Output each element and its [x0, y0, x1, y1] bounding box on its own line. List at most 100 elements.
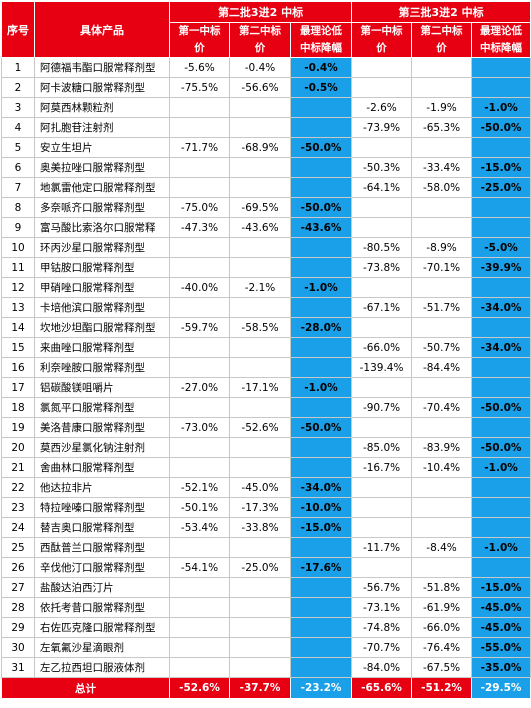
batch3-max-diff: -25.0% — [471, 177, 531, 198]
row-number: 19 — [1, 417, 35, 438]
batch3-first-bid: -80.5% — [351, 237, 413, 258]
batch2-second-bid: -17.1% — [229, 377, 291, 398]
product-name: 来曲唑口服常释剂型 — [34, 337, 170, 358]
batch3-first-bid — [351, 477, 413, 498]
batch2-second-bid — [229, 297, 291, 318]
batch2-first-bid — [169, 117, 230, 138]
batch3-max-diff: -50.0% — [471, 117, 531, 138]
batch3-max-diff — [471, 377, 531, 398]
batch3-second-bid: -58.0% — [411, 177, 473, 198]
batch2-second-bid — [229, 457, 291, 478]
batch2-max-diff: -17.6% — [289, 557, 353, 578]
batch2-max-diff — [289, 117, 353, 138]
batch2-second-bid — [229, 437, 291, 458]
total-b3-second: -51.2% — [411, 677, 473, 699]
batch2-first-bid — [169, 637, 230, 658]
product-name: 舍曲林口服常释剂型 — [34, 457, 170, 478]
product-name: 特拉唑嗪口服常释剂型 — [34, 497, 170, 518]
product-name: 右佐匹克隆口服常释剂型 — [34, 617, 170, 638]
batch2-max-diff: -50.0% — [289, 197, 353, 218]
batch2-second-bid: -69.5% — [229, 197, 291, 218]
product-name: 美洛昔康口服常释剂型 — [34, 417, 170, 438]
row-number: 17 — [1, 377, 35, 398]
batch2-max-diff — [289, 237, 353, 258]
batch3-second-bid: -83.9% — [411, 437, 473, 458]
batch3-first-bid — [351, 197, 413, 218]
table-row: 19 美洛昔康口服常释剂型 -73.0% -52.6% -50.0% — [1, 417, 531, 438]
table-row: 17 铝碳酸镁咀嚼片 -27.0% -17.1% -1.0% — [1, 377, 531, 398]
batch2-first-bid: -27.0% — [169, 377, 230, 398]
batch3-first-bid: -73.8% — [351, 257, 413, 278]
batch3-second-bid: -51.7% — [411, 297, 473, 318]
batch2-max-diff — [289, 637, 353, 658]
batch2-second-bid — [229, 637, 291, 658]
table-row: 8 多奈哌齐口服常释剂型 -75.0% -69.5% -50.0% — [1, 197, 531, 218]
batch3-second-bid — [411, 377, 473, 398]
batch3-max-diff — [471, 57, 531, 78]
batch2-first-bid — [169, 357, 230, 378]
batch3-first-bid: -66.0% — [351, 337, 413, 358]
batch2-first-bid — [169, 157, 230, 178]
batch3-first-bid: -74.8% — [351, 617, 413, 638]
batch3-second-bid — [411, 217, 473, 238]
batch2-first-bid — [169, 97, 230, 118]
batch3-first-bid: -70.7% — [351, 637, 413, 658]
batch2-second-bid — [229, 597, 291, 618]
batch3-max-diff — [471, 277, 531, 298]
total-label: 总计 — [1, 677, 170, 699]
batch3-second-bid: -65.3% — [411, 117, 473, 138]
product-name: 坎地沙坦酯口服常释剂型 — [34, 317, 170, 338]
table-row: 25 西酞普兰口服常释剂型 -11.7% -8.4% -1.0% — [1, 537, 531, 558]
batch3-first-bid: -16.7% — [351, 457, 413, 478]
batch3-second-bid — [411, 137, 473, 158]
row-number: 7 — [1, 177, 35, 198]
batch3-second-bid — [411, 277, 473, 298]
batch3-first-bid — [351, 77, 413, 98]
row-number: 8 — [1, 197, 35, 218]
batch3-first-bid: -11.7% — [351, 537, 413, 558]
batch3-second-bid: -70.1% — [411, 257, 473, 278]
batch3-second-bid: -8.9% — [411, 237, 473, 258]
batch3-max-diff: -1.0% — [471, 537, 531, 558]
batch2-second-bid — [229, 157, 291, 178]
product-name: 左乙拉西坦口服液体剂 — [34, 657, 170, 678]
batch2-second-bid: -2.1% — [229, 277, 291, 298]
batch2-max-diff — [289, 577, 353, 598]
row-number: 12 — [1, 277, 35, 298]
batch2-first-bid — [169, 457, 230, 478]
batch3-max-diff: -35.0% — [471, 657, 531, 678]
batch2-max-diff — [289, 157, 353, 178]
batch3-max-diff — [471, 217, 531, 238]
row-number: 18 — [1, 397, 35, 418]
batch3-second-bid: -84.4% — [411, 357, 473, 378]
batch2-max-diff: -1.0% — [289, 277, 353, 298]
batch2-first-bid: -73.0% — [169, 417, 230, 438]
table-row: 5 安立生坦片 -71.7% -68.9% -50.0% — [1, 137, 531, 158]
header-product: 具体产品 — [34, 1, 170, 58]
batch3-first-bid: -139.4% — [351, 357, 413, 378]
product-name: 莫西沙星氯化钠注射剂 — [34, 437, 170, 458]
header-batch2-first-bid: 第一中标价 — [169, 22, 230, 58]
table-row: 15 来曲唑口服常释剂型 -66.0% -50.7% -34.0% — [1, 337, 531, 358]
batch2-second-bid — [229, 537, 291, 558]
batch2-first-bid: -53.4% — [169, 517, 230, 538]
table-row: 20 莫西沙星氯化钠注射剂 -85.0% -83.9% -50.0% — [1, 437, 531, 458]
batch3-first-bid — [351, 417, 413, 438]
table-row: 18 氯氮平口服常释剂型 -90.7% -70.4% -50.0% — [1, 397, 531, 418]
total-b2-first: -52.6% — [169, 677, 230, 699]
product-name: 铝碳酸镁咀嚼片 — [34, 377, 170, 398]
row-number: 31 — [1, 657, 35, 678]
header-batch2-second-bid: 第二中标价 — [229, 22, 291, 58]
batch3-second-bid — [411, 477, 473, 498]
batch3-first-bid — [351, 377, 413, 398]
table-row: 13 卡培他滨口服常释剂型 -67.1% -51.7% -34.0% — [1, 297, 531, 318]
header-seq: 序号 — [1, 1, 35, 58]
row-number: 20 — [1, 437, 35, 458]
product-name: 替吉奥口服常释剂型 — [34, 517, 170, 538]
row-number: 15 — [1, 337, 35, 358]
batch3-second-bid — [411, 417, 473, 438]
batch2-max-diff: -43.6% — [289, 217, 353, 238]
batch2-second-bid: -58.5% — [229, 317, 291, 338]
product-name: 奥美拉唑口服常释剂型 — [34, 157, 170, 178]
